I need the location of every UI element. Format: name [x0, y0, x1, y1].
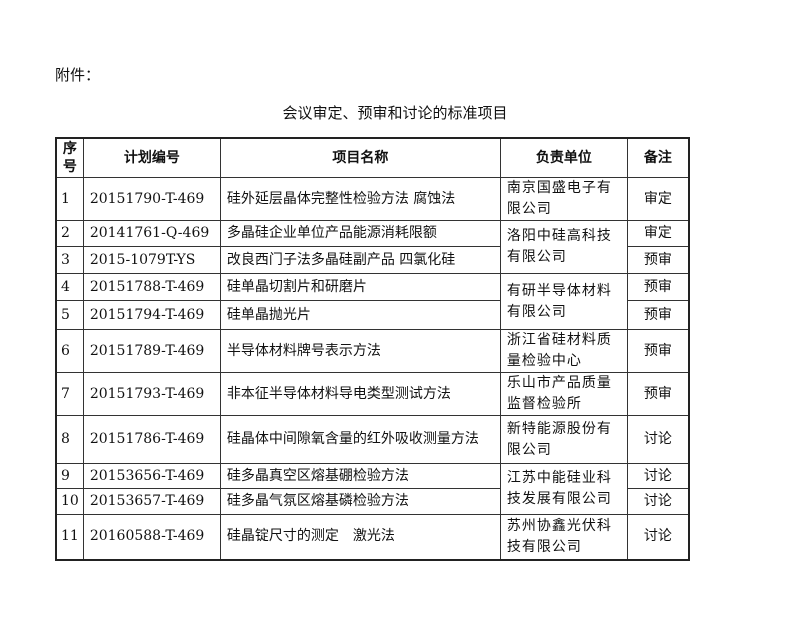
- plan-code: 20153656-T-469: [82, 463, 221, 489]
- header-note: 备注: [626, 137, 690, 178]
- project-name: 非本征半导体材料导电类型测试方法: [219, 372, 501, 416]
- header-name: 项目名称: [219, 137, 501, 178]
- row-number: 5: [55, 300, 84, 330]
- row-number: 4: [55, 273, 84, 301]
- project-name: 硅外延层晶体完整性检验方法 腐蚀法: [219, 177, 501, 221]
- table-row: 9 20153656-T-469 硅多晶真空区熔基硼检验方法 江苏中能硅业科技发展有限…: [55, 463, 690, 515]
- table-row: 6 20151789-T-469 半导体材料牌号表示方法 浙江省硅材料质量检验中心 预审: [55, 329, 690, 373]
- remark: 预审: [626, 273, 690, 301]
- plan-code: 20160588-T-469: [82, 514, 221, 560]
- project-name: 改良西门子法多晶硅副产品 四氯化硅: [219, 246, 501, 274]
- remark: 讨论: [626, 514, 690, 560]
- plan-code: 20151790-T-469: [82, 177, 221, 221]
- plan-code: 20151793-T-469: [82, 372, 221, 416]
- header-no: 序号: [55, 137, 84, 178]
- plan-code: 20151788-T-469: [82, 273, 221, 301]
- project-name: 硅多晶真空区熔基硼检验方法: [219, 463, 501, 489]
- row-number: 9: [55, 463, 84, 489]
- remark: 讨论: [626, 488, 690, 515]
- plan-code: 20141761-Q-469: [82, 220, 221, 247]
- row-number: 6: [55, 329, 84, 373]
- table-row: 4 20151788-T-469 硅单晶切割片和研磨片 有研半导体材料有限公司 预审: [55, 273, 690, 330]
- row-number: 3: [55, 246, 84, 274]
- attachment-label: 附件：: [55, 66, 101, 84]
- table-row: 1 20151790-T-469 硅外延层晶体完整性检验方法 腐蚀法 南京国盛电子有限…: [55, 177, 690, 221]
- plan-code: 20151786-T-469: [82, 415, 221, 464]
- row-number: 11: [55, 514, 84, 560]
- responsible-unit: 乐山市产品质量监督检验所: [499, 372, 628, 416]
- row-number: 2: [55, 220, 84, 247]
- remark: 预审: [626, 300, 690, 330]
- table-row: 5 20151794-T-469 硅单晶抛光片 预审: [55, 300, 690, 330]
- project-name: 硅多晶气氛区熔基磷检验方法: [219, 488, 501, 515]
- remark: 审定: [626, 220, 690, 247]
- remark: 预审: [626, 329, 690, 373]
- project-name: 多晶硅企业单位产品能源消耗限额: [219, 220, 501, 247]
- remark: 预审: [626, 246, 690, 274]
- responsible-unit: 苏州协鑫光伏科技有限公司: [499, 514, 628, 560]
- row-number: 1: [55, 177, 84, 221]
- responsible-unit: 有研半导体材料有限公司: [499, 273, 628, 330]
- table-title: 会议审定、预审和讨论的标准项目: [282, 104, 508, 122]
- responsible-unit: 南京国盛电子有限公司: [499, 177, 628, 221]
- project-name: 硅晶锭尺寸的测定 激光法: [219, 514, 501, 560]
- header-unit: 负责单位: [499, 137, 628, 178]
- plan-code: 20153657-T-469: [82, 488, 221, 515]
- row-number: 8: [55, 415, 84, 464]
- responsible-unit: 洛阳中硅高科技有限公司: [499, 220, 628, 274]
- project-name: 半导体材料牌号表示方法: [219, 329, 501, 373]
- remark: 讨论: [626, 463, 690, 489]
- plan-code: 2015-1079T-YS: [82, 246, 221, 274]
- project-name: 硅单晶切割片和研磨片: [219, 273, 501, 301]
- table-row: 2 20141761-Q-469 多晶硅企业单位产品能源消耗限额 洛阳中硅高科技有限公…: [55, 220, 690, 274]
- table-row: 11 20160588-T-469 硅晶锭尺寸的测定 激光法 苏州协鑫光伏科技有限公司…: [55, 514, 690, 560]
- standards-table: 序号 计划编号 项目名称 负责单位 备注 1 20151790-T-469 硅外延层…: [55, 137, 690, 561]
- row-number: 10: [55, 488, 84, 515]
- project-name: 硅单晶抛光片: [219, 300, 501, 330]
- responsible-unit: 江苏中能硅业科技发展有限公司: [499, 463, 628, 515]
- header-row: 序号 计划编号 项目名称 负责单位 备注: [55, 137, 690, 178]
- remark: 预审: [626, 372, 690, 416]
- table-row: 7 20151793-T-469 非本征半导体材料导电类型测试方法 乐山市产品质量监督…: [55, 372, 690, 416]
- table-row: 8 20151786-T-469 硅晶体中间隙氧含量的红外吸收测量方法 新特能源股份有…: [55, 415, 690, 464]
- header-code: 计划编号: [82, 137, 221, 178]
- project-name: 硅晶体中间隙氧含量的红外吸收测量方法: [219, 415, 501, 464]
- plan-code: 20151794-T-469: [82, 300, 221, 330]
- remark: 审定: [626, 177, 690, 221]
- plan-code: 20151789-T-469: [82, 329, 221, 373]
- table-row: 3 2015-1079T-YS 改良西门子法多晶硅副产品 四氯化硅 预审: [55, 246, 690, 274]
- responsible-unit: 浙江省硅材料质量检验中心: [499, 329, 628, 373]
- row-number: 7: [55, 372, 84, 416]
- remark: 讨论: [626, 415, 690, 464]
- table-row: 10 20153657-T-469 硅多晶气氛区熔基磷检验方法 讨论: [55, 488, 690, 515]
- responsible-unit: 新特能源股份有限公司: [499, 415, 628, 464]
